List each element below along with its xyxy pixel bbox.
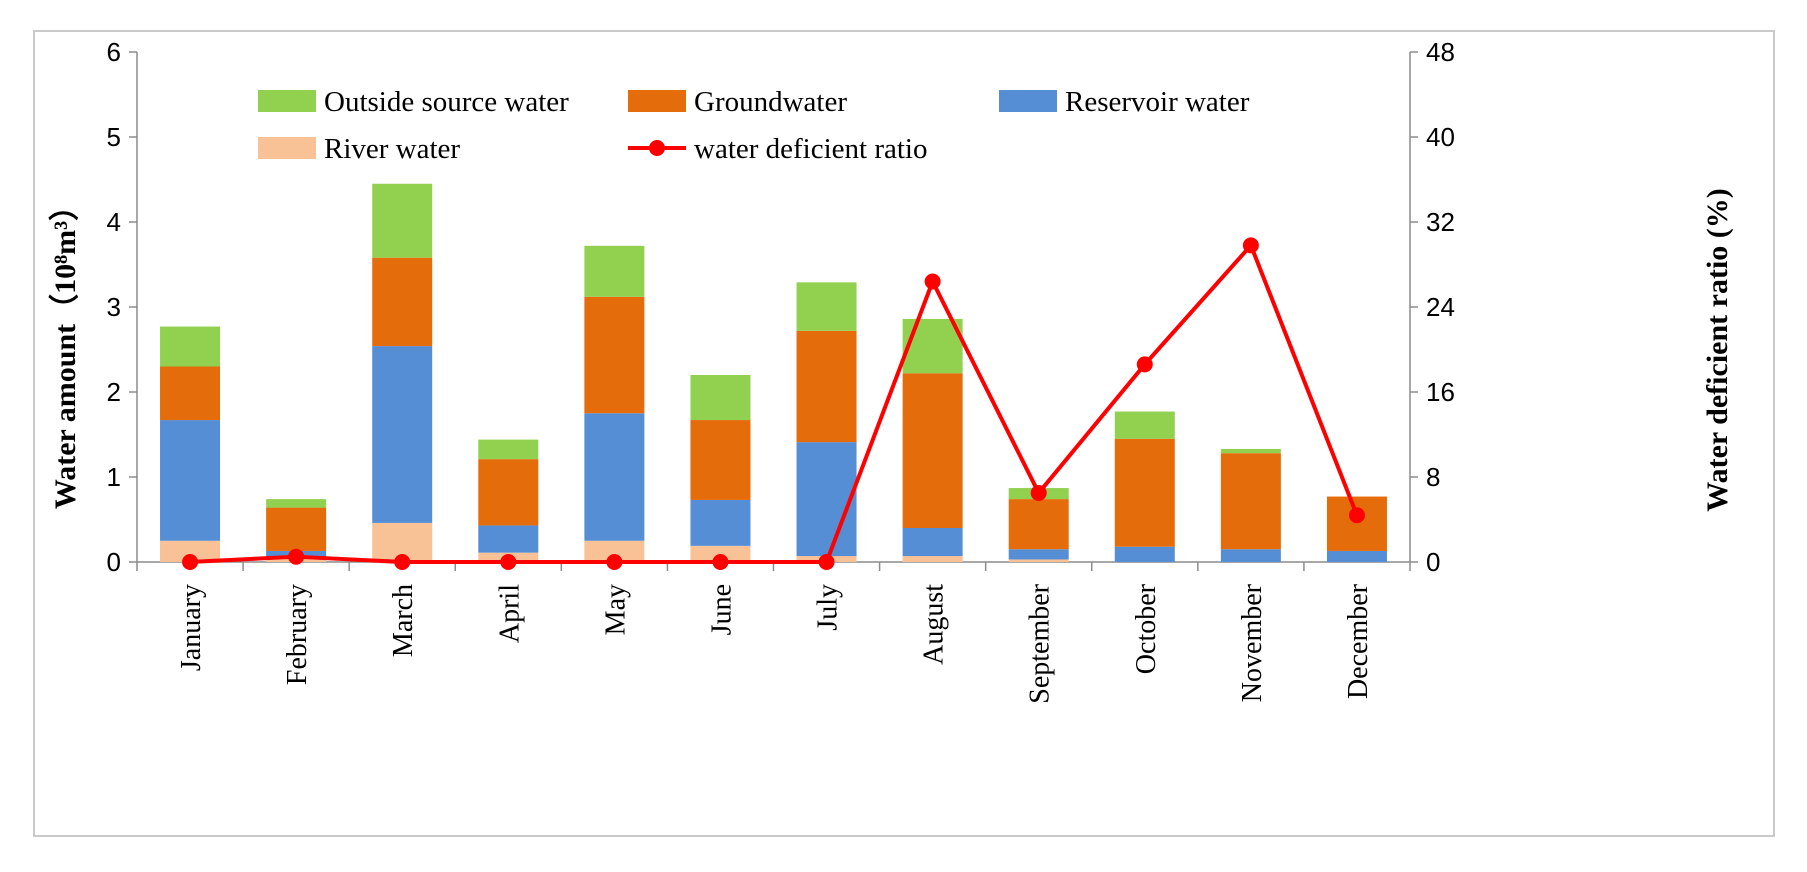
y-tick-label: 2 [107, 377, 121, 407]
bar-reservoir-june [690, 499, 751, 546]
y2-tick-label: 0 [1426, 547, 1440, 577]
x-tick-label-september: September [1025, 583, 1056, 703]
bar-outside-august [902, 318, 963, 374]
deficient-ratio-point-april [500, 554, 517, 570]
bar-outside-april [478, 439, 539, 460]
deficient-ratio-line [189, 243, 1359, 564]
deficient-ratio-point-january [182, 554, 199, 570]
legend-swatch-groundwater [628, 90, 686, 112]
deficient-ratio-point-june [712, 554, 729, 570]
x-tick-label-june: June [706, 584, 737, 635]
x-tick-label-july: July [813, 584, 844, 631]
y-tick-label: 4 [107, 207, 121, 237]
bar-groundwater-march [372, 257, 433, 347]
bar-outside-june [690, 375, 751, 421]
bar-groundwater-april [478, 459, 539, 526]
bar-outside-february [266, 499, 327, 508]
bar-outside-november [1220, 448, 1281, 454]
x-tick-label-december: December [1343, 583, 1374, 699]
legend-swatch-reservoir-water [999, 90, 1057, 112]
deficient-ratio-point-may [606, 554, 623, 570]
bar-reservoir-july [796, 442, 857, 557]
deficient-ratio-point-october [1136, 356, 1153, 373]
y-tick-label: 1 [107, 462, 121, 492]
deficient-ratio-point-february [288, 548, 305, 565]
bar-river-august [902, 556, 963, 562]
legend-label-river-water: River water [324, 133, 460, 165]
legend-label-reservoir-water: Reservoir water [1065, 86, 1250, 118]
y2-tick-label: 40 [1426, 122, 1455, 152]
x-tick-label-may: May [600, 584, 631, 635]
x-tick-label-february: February [282, 584, 313, 685]
y-tick-label: 5 [107, 122, 121, 152]
bar-groundwater-november [1220, 453, 1281, 550]
bar-groundwater-july [796, 330, 857, 443]
deficient-ratio-point-november [1242, 237, 1259, 254]
legend-label-groundwater: Groundwater [694, 86, 847, 118]
y2-tick-label: 32 [1426, 207, 1455, 237]
bar-groundwater-september [1008, 499, 1069, 550]
bar-groundwater-june [690, 420, 751, 500]
x-tick-label-april: April [494, 584, 525, 643]
deficient-ratio-point-march [394, 554, 411, 570]
legend-swatch-river-water [258, 137, 316, 159]
bar-reservoir-march [372, 346, 433, 523]
bar-river-june [690, 545, 751, 562]
x-tick-label-october: October [1131, 583, 1162, 674]
y-tick-label: 3 [107, 292, 121, 322]
bar-groundwater-august [902, 373, 963, 528]
bar-outside-may [584, 245, 645, 297]
bar-reservoir-december [1326, 550, 1387, 562]
bar-reservoir-september [1008, 549, 1069, 560]
legend-label-water-deficient-ratio: water deficient ratio [694, 133, 928, 165]
bar-reservoir-october [1114, 546, 1175, 562]
deficient-ratio-point-august [924, 273, 941, 290]
legend-swatch-outside-source-water [258, 90, 316, 112]
y2-tick-label: 48 [1426, 37, 1455, 67]
bar-groundwater-october [1114, 438, 1175, 547]
x-tick-label-march: March [388, 584, 419, 657]
deficient-ratio-point-july [818, 554, 835, 570]
y2-tick-label: 16 [1426, 377, 1455, 407]
y2-tick-label: 8 [1426, 462, 1440, 492]
bar-river-january [160, 540, 221, 562]
y2-axis-title: Water deficient ratio (%) [1701, 188, 1734, 512]
bars-layer [160, 183, 1387, 562]
bar-groundwater-february [266, 507, 327, 551]
bar-outside-october [1114, 411, 1175, 439]
bar-reservoir-january [160, 420, 221, 541]
bar-reservoir-november [1220, 549, 1281, 562]
bar-reservoir-may [584, 413, 645, 541]
line-layer [182, 237, 1365, 570]
bar-groundwater-may [584, 296, 645, 414]
x-tick-label-november: November [1237, 583, 1268, 702]
y-tick-label: 6 [107, 37, 121, 67]
deficient-ratio-point-september [1030, 484, 1047, 501]
x-tick-label-august: August [919, 584, 950, 665]
y-tick-label: 0 [107, 547, 121, 577]
deficient-ratio-point-december [1348, 507, 1365, 524]
y2-tick-label: 24 [1426, 292, 1455, 322]
bar-groundwater-january [160, 366, 221, 421]
x-tick-label-january: January [176, 584, 207, 671]
legend-swatch-marker-water-deficient-ratio [649, 140, 665, 156]
bar-river-september [1008, 559, 1069, 562]
legend: Outside source water Groundwater Reservoir… [258, 86, 1250, 165]
bar-outside-march [372, 183, 433, 258]
bar-outside-july [796, 282, 857, 331]
tick-labels-layer: 0 1 2 3 4 5 6 0 8 16 24 32 40 48 January February March A… [107, 37, 1455, 704]
bar-reservoir-august [902, 528, 963, 557]
bar-groundwater-december [1326, 496, 1387, 551]
bar-reservoir-april [478, 525, 539, 553]
legend-label-outside-source-water: Outside source water [324, 86, 569, 118]
bar-river-may [584, 540, 645, 562]
y-axis-title: Water amount（10⁸m³） [48, 191, 82, 509]
bar-outside-january [160, 326, 221, 367]
